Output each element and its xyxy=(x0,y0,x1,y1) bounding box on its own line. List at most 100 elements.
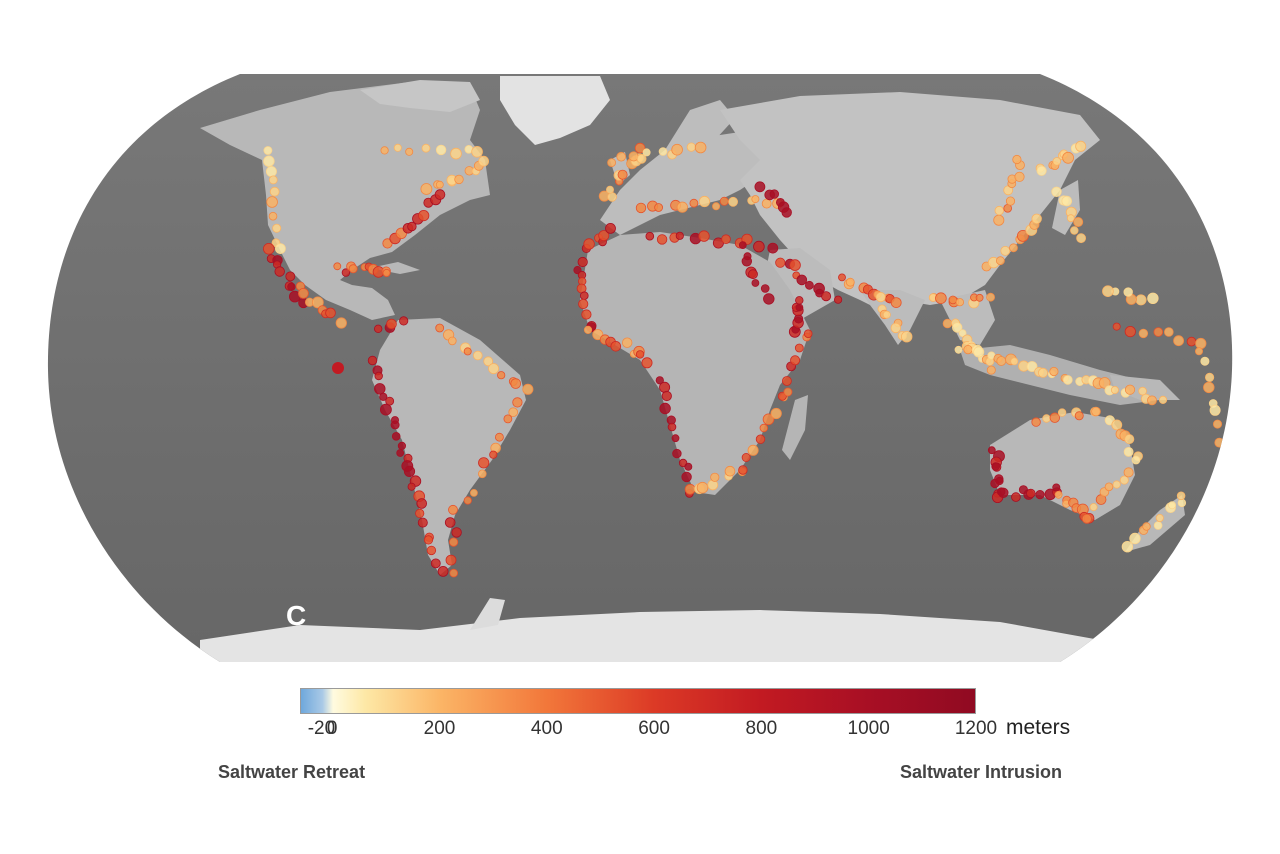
intrusion-marker xyxy=(1168,501,1177,510)
intrusion-marker xyxy=(616,151,626,162)
intrusion-marker xyxy=(390,420,400,430)
intrusion-marker xyxy=(672,448,682,459)
north-america xyxy=(200,82,490,320)
intrusion-marker xyxy=(374,371,383,381)
caribbean-islands xyxy=(370,262,420,274)
intrusion-marker xyxy=(423,535,434,545)
intrusion-marker xyxy=(996,256,1005,266)
intrusion-marker xyxy=(592,329,604,341)
intrusion-marker xyxy=(963,344,973,355)
intrusion-marker xyxy=(1176,491,1186,501)
intrusion-marker xyxy=(1091,406,1101,417)
intrusion-marker xyxy=(782,376,792,386)
intrusion-marker xyxy=(783,387,793,397)
madagascar xyxy=(782,395,808,460)
intrusion-marker xyxy=(447,336,457,346)
intrusion-marker xyxy=(751,195,760,204)
colorbar-tick: 0 xyxy=(326,718,338,739)
intrusion-marker xyxy=(266,196,278,208)
intrusion-marker xyxy=(875,291,886,303)
intrusion-marker xyxy=(990,478,1000,489)
intrusion-marker xyxy=(833,295,843,304)
intrusion-marker xyxy=(503,414,513,424)
intrusion-marker xyxy=(738,241,747,250)
intrusion-marker xyxy=(472,350,483,361)
intrusion-marker xyxy=(769,189,780,199)
intrusion-marker xyxy=(1066,214,1075,223)
intrusion-marker xyxy=(1076,233,1086,244)
intrusion-marker xyxy=(753,240,765,253)
intrusion-marker xyxy=(1121,541,1134,553)
intrusion-marker xyxy=(396,449,405,457)
intrusion-marker xyxy=(987,446,996,455)
intrusion-marker xyxy=(391,431,401,441)
colorbar-tick: 1200 xyxy=(954,718,998,739)
intrusion-marker xyxy=(401,460,414,472)
intrusion-marker xyxy=(1173,335,1184,347)
intrusion-marker xyxy=(770,407,782,420)
intrusion-marker xyxy=(287,282,296,291)
intrusion-marker xyxy=(448,537,459,547)
intrusion-marker xyxy=(738,465,748,475)
intrusion-marker xyxy=(698,230,710,242)
intrusion-marker xyxy=(641,357,653,369)
intrusion-marker xyxy=(741,256,753,267)
intrusion-marker xyxy=(1164,327,1174,337)
intrusion-marker xyxy=(407,482,416,491)
intrusion-marker xyxy=(790,355,801,366)
intrusion-marker xyxy=(1142,522,1151,531)
intrusion-marker xyxy=(605,222,616,234)
intrusion-marker xyxy=(1119,475,1129,485)
intrusion-marker xyxy=(263,155,275,167)
intrusion-marker xyxy=(477,469,487,479)
intrusion-marker xyxy=(579,291,589,301)
intrusion-marker xyxy=(437,566,449,577)
intrusion-marker xyxy=(803,329,813,339)
intrusion-marker xyxy=(1147,292,1159,305)
intrusion-marker xyxy=(379,403,392,416)
intrusion-marker xyxy=(1123,287,1133,297)
intrusion-marker xyxy=(1098,377,1111,389)
intrusion-marker xyxy=(741,452,751,462)
intrusion-marker xyxy=(942,318,953,329)
intrusion-marker xyxy=(1051,186,1062,198)
intrusion-marker xyxy=(268,211,278,221)
intrusion-marker xyxy=(478,155,490,167)
intrusion-marker xyxy=(694,141,707,154)
intrusion-marker xyxy=(781,207,792,218)
intrusion-marker xyxy=(1000,245,1011,256)
intrusion-marker xyxy=(489,450,498,459)
intrusion-marker xyxy=(952,322,963,333)
intrusion-marker xyxy=(656,234,668,245)
intrusion-marker xyxy=(634,142,646,154)
intrusion-marker xyxy=(272,223,282,233)
intrusion-marker xyxy=(635,202,647,214)
intrusion-marker xyxy=(1052,483,1061,492)
intrusion-marker xyxy=(348,264,358,274)
intrusion-marker xyxy=(763,293,775,305)
colorbar-tick: 200 xyxy=(423,718,456,739)
intrusion-marker xyxy=(508,407,519,418)
arctic-islands xyxy=(360,80,480,112)
intrusion-marker xyxy=(581,309,592,320)
intrusion-marker xyxy=(890,322,902,334)
intrusion-marker xyxy=(471,146,483,158)
intrusion-marker xyxy=(1026,361,1038,372)
colorbar-tick: 800 xyxy=(745,718,778,739)
intrusion-marker xyxy=(1031,417,1041,427)
intrusion-marker xyxy=(617,169,628,180)
intrusion-marker xyxy=(1014,171,1025,182)
intrusion-marker xyxy=(1124,434,1135,445)
intrusion-marker xyxy=(661,390,672,402)
intrusion-marker xyxy=(721,234,731,245)
intrusion-marker xyxy=(1213,419,1223,429)
intrusion-marker xyxy=(1110,385,1119,394)
intrusion-marker xyxy=(1111,419,1123,431)
intrusion-marker xyxy=(417,517,428,528)
intrusion-marker xyxy=(407,221,417,232)
intrusion-marker xyxy=(760,284,770,293)
intrusion-marker xyxy=(659,381,671,393)
intrusion-marker xyxy=(655,376,664,385)
intrusion-marker xyxy=(435,180,444,189)
intrusion-marker xyxy=(397,441,406,450)
